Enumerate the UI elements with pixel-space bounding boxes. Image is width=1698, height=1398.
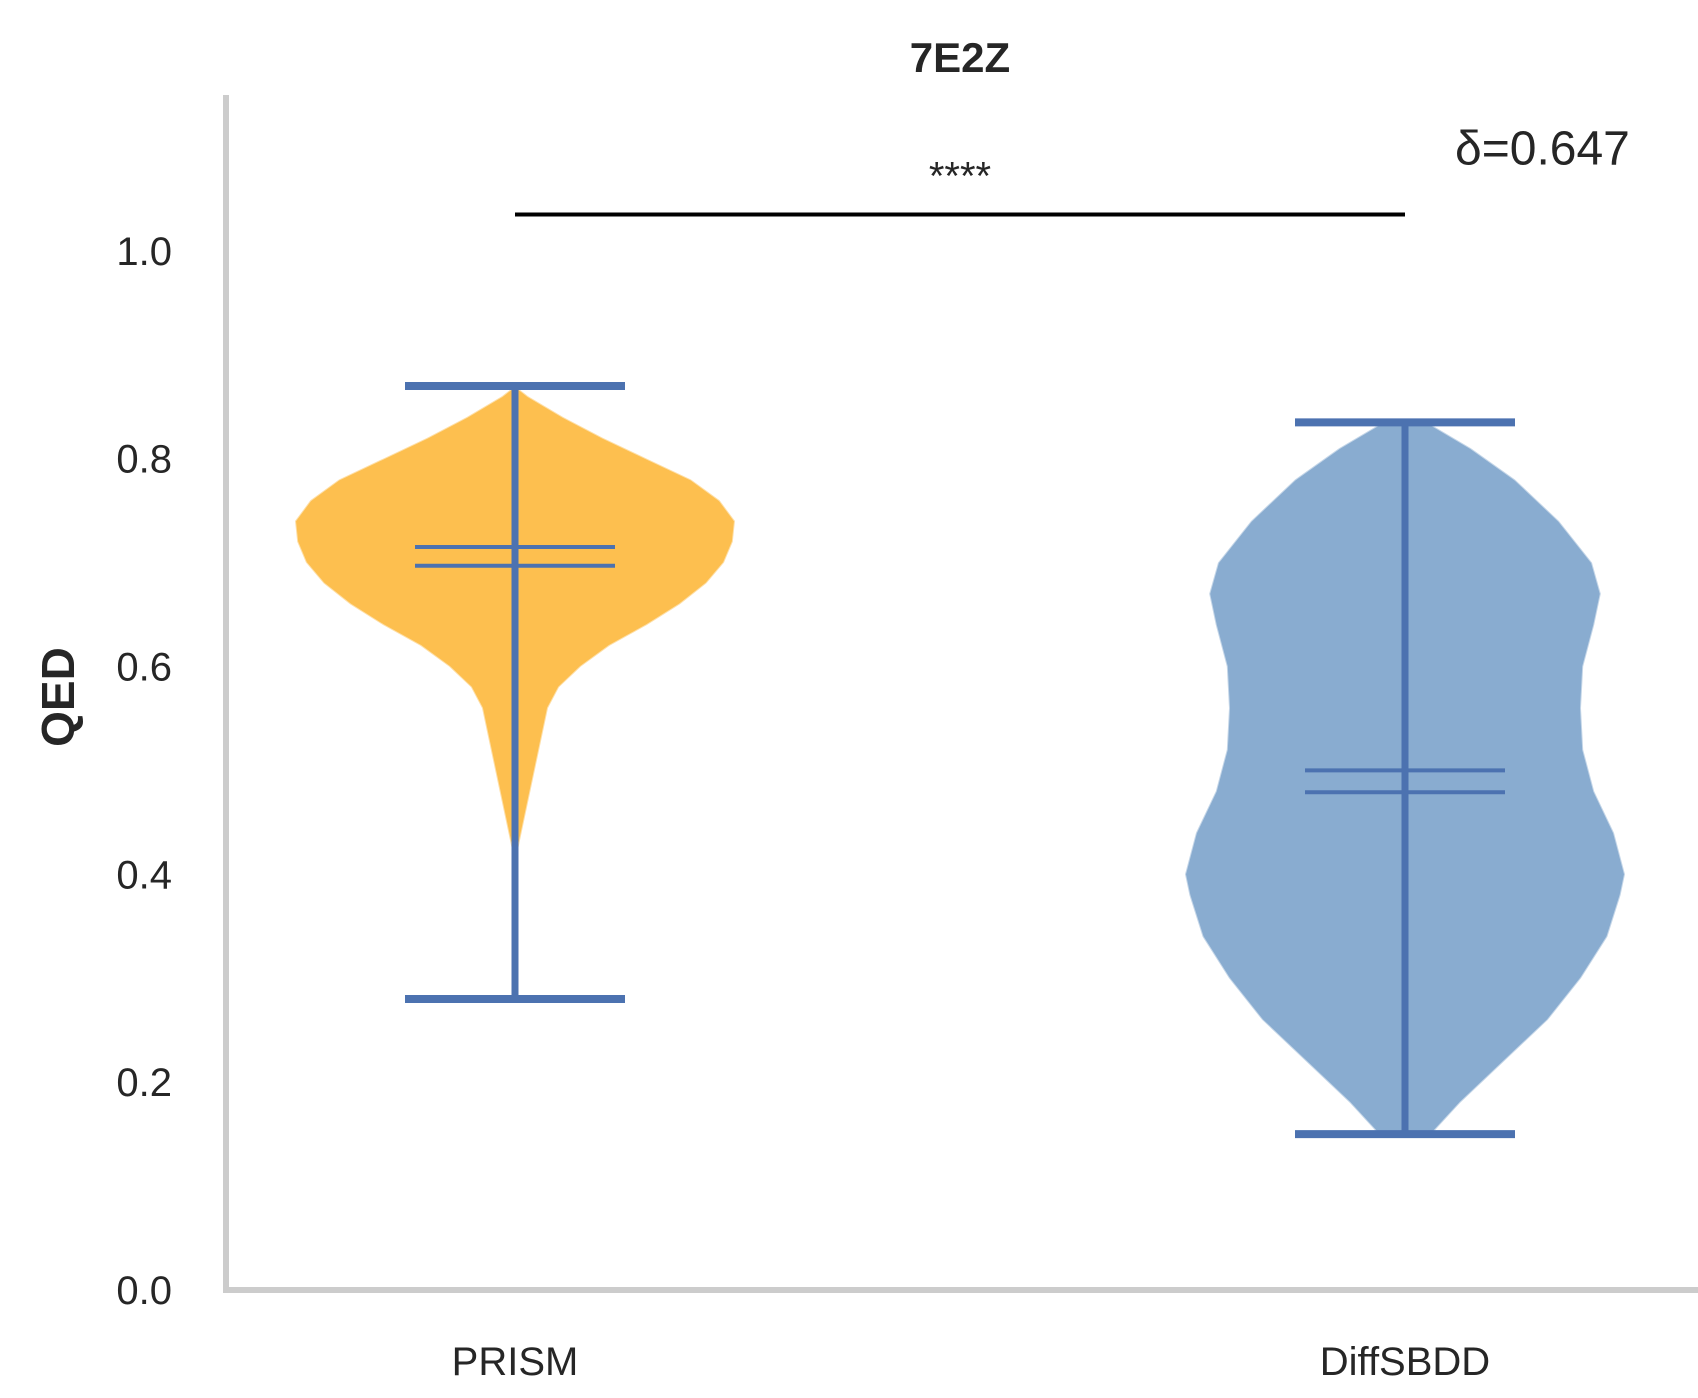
y-tick-label-0: 0.0 xyxy=(116,1269,172,1313)
x-tick-labels: PRISM DiffSBDD xyxy=(452,1340,1491,1384)
y-tick-label-4: 0.8 xyxy=(116,438,172,482)
y-tick-label-5: 1.0 xyxy=(116,230,172,274)
effect-size-label: δ=0.647 xyxy=(1455,123,1630,176)
y-tick-label-2: 0.4 xyxy=(116,853,172,897)
violins-group xyxy=(294,385,1626,1136)
y-tick-labels: 0.0 0.2 0.4 0.6 0.8 1.0 xyxy=(116,230,172,1313)
x-tick-label-diffsbdd: DiffSBDD xyxy=(1320,1340,1490,1384)
y-axis-label: QED xyxy=(32,647,84,747)
stats-lines-group xyxy=(405,381,1515,1139)
x-tick-label-prism: PRISM xyxy=(452,1340,579,1384)
chart-title: 7E2Z xyxy=(910,34,1010,81)
y-tick-label-3: 0.6 xyxy=(116,646,172,690)
y-tick-label-1: 0.2 xyxy=(116,1061,172,1105)
significance-stars: **** xyxy=(929,155,991,199)
